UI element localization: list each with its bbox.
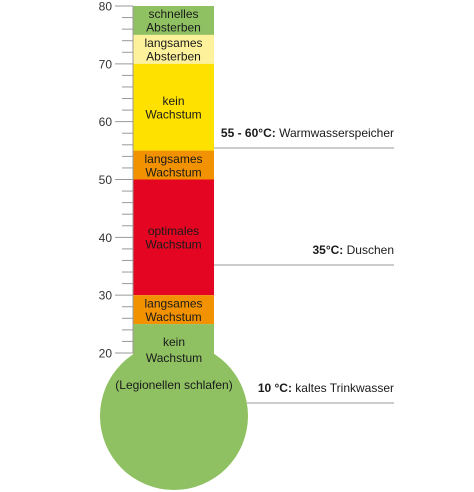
bulb-neck [133, 324, 214, 372]
temperature-scale: 80 70 60 50 40 30 20 [99, 0, 134, 361]
bulb-label-line: Wachstum [146, 351, 202, 365]
zone-label-line: kein [162, 94, 184, 108]
zone-band [133, 6, 214, 35]
scale-tick-label: 40 [99, 231, 113, 245]
marker-description: Warmwasserspeicher [276, 126, 394, 140]
zone-label-line: Wachstum [145, 107, 201, 121]
scale-tick-label: 20 [99, 347, 113, 361]
scale-tick-label: 60 [99, 115, 113, 129]
marker-temperature: 35°C: [312, 243, 343, 257]
temperature-zones: schnellesAbsterbenlangsamesAbsterbenkein… [133, 6, 214, 325]
bulb-circle [100, 342, 248, 490]
scale-tick-label: 80 [99, 0, 113, 14]
temperature-markers: 55 - 60°C: Warmwasserspeicher 35°C: Dusch… [214, 126, 394, 404]
zone-band [133, 179, 214, 296]
zone-band [133, 150, 214, 180]
zone-label-line: Wachstum [145, 310, 201, 324]
zone-band [133, 34, 214, 64]
zone-label-line: Absterben [146, 50, 201, 64]
marker-label: 55 - 60°C: Warmwasserspeicher [221, 126, 394, 140]
zone-label-line: optimales [148, 224, 199, 238]
zone-label-line: langsames [144, 36, 202, 50]
marker-temperature: 10 °C: [258, 381, 292, 395]
marker-label: 35°C: Duschen [312, 243, 394, 257]
marker-label: 10 °C: kaltes Trinkwasser [258, 381, 394, 395]
marker-temperature: 55 - 60°C: [221, 126, 276, 140]
marker-description: kaltes Trinkwasser [292, 381, 394, 395]
marker-description: Duschen [343, 243, 394, 257]
bulb-label-line: kein [163, 335, 185, 349]
bulb-caption: (Legionellen schlafen) [115, 378, 232, 392]
thermometer-bulb: kein Wachstum (Legionellen schlafen) [100, 324, 248, 490]
zone-label-line: schnelles [148, 7, 198, 21]
zone-band [133, 295, 214, 325]
scale-tick-label: 30 [99, 289, 113, 303]
scale-tick-label: 50 [99, 173, 113, 187]
zone-label-line: langsames [144, 152, 202, 166]
zone-label-line: Wachstum [145, 238, 201, 252]
zone-label-line: Absterben [146, 21, 201, 35]
zone-label-line: Wachstum [145, 165, 201, 179]
zone-label-line: langsames [144, 296, 202, 310]
scale-tick-label: 70 [99, 57, 113, 71]
zone-band [133, 63, 214, 151]
